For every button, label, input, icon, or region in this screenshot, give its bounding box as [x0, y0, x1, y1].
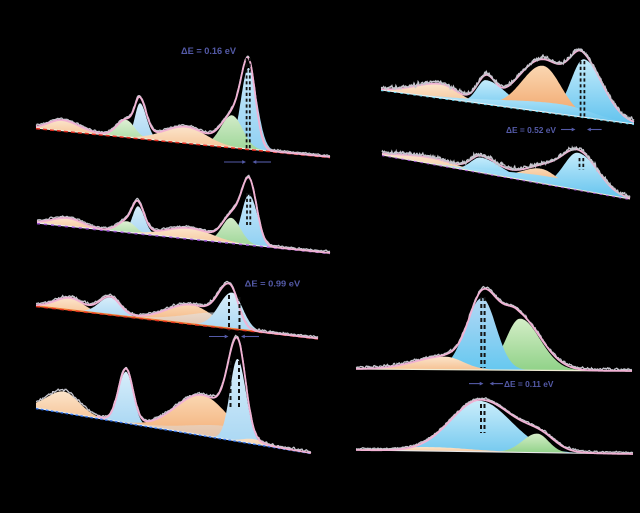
svg-text:ΔE = 0.16 eV: ΔE = 0.16 eV: [181, 46, 237, 57]
svg-text:ΔE = 0.99 eV: ΔE = 0.99 eV: [245, 279, 301, 289]
svg-text:ΔE = 0.11 eV: ΔE = 0.11 eV: [504, 379, 554, 389]
svg-text:ΔE = 0.52 eV: ΔE = 0.52 eV: [506, 125, 556, 135]
